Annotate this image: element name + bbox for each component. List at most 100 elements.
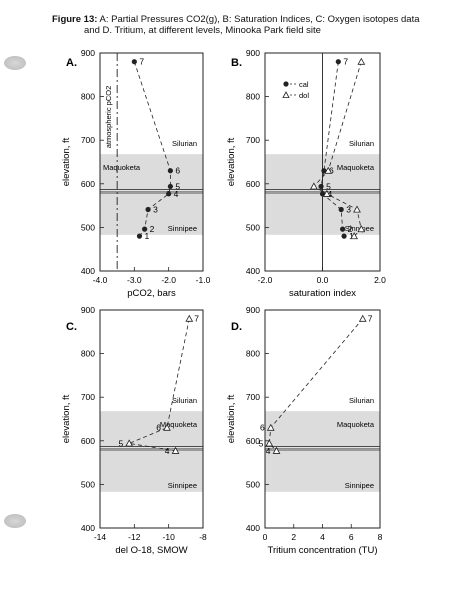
x-axis-label: pCO2, bars [127,288,176,299]
point-label: 6 [260,423,265,433]
zone-label-sinnipee: Sinnipee [168,224,197,233]
legend-label-cal: cal [299,80,309,89]
zone-label-maquoketa: Maquoketa [103,163,141,172]
data-point [338,206,344,213]
y-tick-label: 600 [246,179,260,189]
data-point [266,423,275,431]
point-label: 6 [175,166,180,176]
legend-marker-cal [283,81,289,87]
data-point [350,232,359,240]
panel-d: Silurian Maquoketa Sinnipee 400 500 600 700 800… [226,305,383,556]
y-tick-label: 400 [81,266,95,276]
zone-label-maquoketa: Maquoketa [337,420,375,429]
data-point [321,168,327,174]
caption-line-1: A: Partial Pressures CO2(g), B: Saturati… [97,14,420,25]
point-label: 4 [165,446,170,456]
point-label: 1 [349,231,354,241]
y-tick-label: 400 [246,266,260,276]
legend-label-dol: dol [299,91,309,100]
y-tick-label: 600 [246,436,260,446]
data-point [142,226,148,232]
y-axis-label: elevation, ft [61,137,72,186]
data-point [341,233,347,239]
data-point [357,57,366,65]
x-tick-label: 4 [320,532,325,542]
point-label: 5 [326,181,331,191]
point-label: 5 [259,438,264,448]
zone-label-silurian: Silurian [349,139,374,148]
y-tick-label: 500 [246,222,260,232]
data-point [125,439,134,447]
data-point [171,446,180,454]
point-label: 4 [328,189,333,199]
data-point [136,233,143,239]
data-point [131,59,137,65]
x-tick-label: 6 [349,532,354,542]
figure-caption: Figure 13: A: Partial Pressures CO2(g), … [52,14,452,36]
panel-a: Silurian Maquoketa Sinnipee 400 500 600 700 800… [61,48,211,299]
zone-label-maquoketa: Maquoketa [337,163,375,172]
point-label: 7 [139,57,144,67]
caption-line-2: and D. Tritium, at different levels, Min… [84,25,321,36]
data-point [353,205,361,213]
data-point [318,183,324,190]
zone-label-sinnipee: Sinnipee [345,224,374,233]
maquoketa-zone [265,411,380,492]
y-tick-label: 700 [81,392,95,402]
data-point [185,314,194,322]
x-tick-label: -2.0 [258,275,273,285]
x-tick-label: 2 [291,532,296,542]
plot-frame [99,309,204,529]
y-axis-label: elevation, ft [61,394,72,443]
point-label: 4 [266,446,271,456]
series-line [268,318,364,452]
x-tick-label: 0 [263,532,268,542]
data-point [335,59,341,65]
data-point [167,183,173,190]
data-point [145,206,151,213]
y-axis-label: elevation, ft [226,137,237,186]
x-tick-label: -3.0 [127,275,142,285]
atmospheric-pco2-label: atmospheric pCO2 [104,86,113,149]
panel-letter: A. [66,57,77,69]
y-tick-label: 700 [246,392,260,402]
point-label: 1 [144,231,149,241]
point-label: 6 [156,423,161,433]
x-tick-label: 8 [378,532,383,542]
point-label: 2 [348,224,353,234]
x-tick-label: -14 [94,532,107,542]
data-point [166,191,172,197]
y-tick-label: 800 [246,349,260,359]
x-axis-label: saturation index [289,288,356,299]
y-tick-label: 500 [81,479,95,489]
panel-letter: C. [66,321,77,333]
panel-c: Silurian Maquoketa Sinnipee 400 500 600 700 800… [61,305,207,556]
y-tick-label: 900 [81,48,95,58]
x-tick-label: -8 [199,532,207,542]
x-axis-label: del O-18, SMOW [115,545,187,556]
y-tick-label: 600 [81,436,95,446]
series-line [127,318,190,452]
data-point [357,225,366,233]
zone-label-silurian: Silurian [172,396,197,405]
data-point [340,226,346,232]
legend-marker-dol [282,91,290,98]
data-point [324,166,333,174]
y-tick-label: 500 [81,222,95,232]
y-axis-label: elevation, ft [226,394,237,443]
zone-label-sinnipee: Sinnipee [168,481,197,490]
zone-label-sinnipee: Sinnipee [345,481,374,490]
zone-label-silurian: Silurian [172,139,197,148]
y-tick-label: 400 [246,523,260,533]
y-tick-label: 900 [246,48,260,58]
y-tick-label: 400 [81,523,95,533]
data-point [358,314,367,322]
binder-hole-top [4,56,26,70]
maquoketa-zone [100,411,203,492]
data-point [319,191,326,197]
zone-label-silurian: Silurian [349,396,374,405]
point-label: 7 [343,57,348,67]
point-label: 3 [346,205,351,215]
y-tick-label: 800 [246,92,260,102]
